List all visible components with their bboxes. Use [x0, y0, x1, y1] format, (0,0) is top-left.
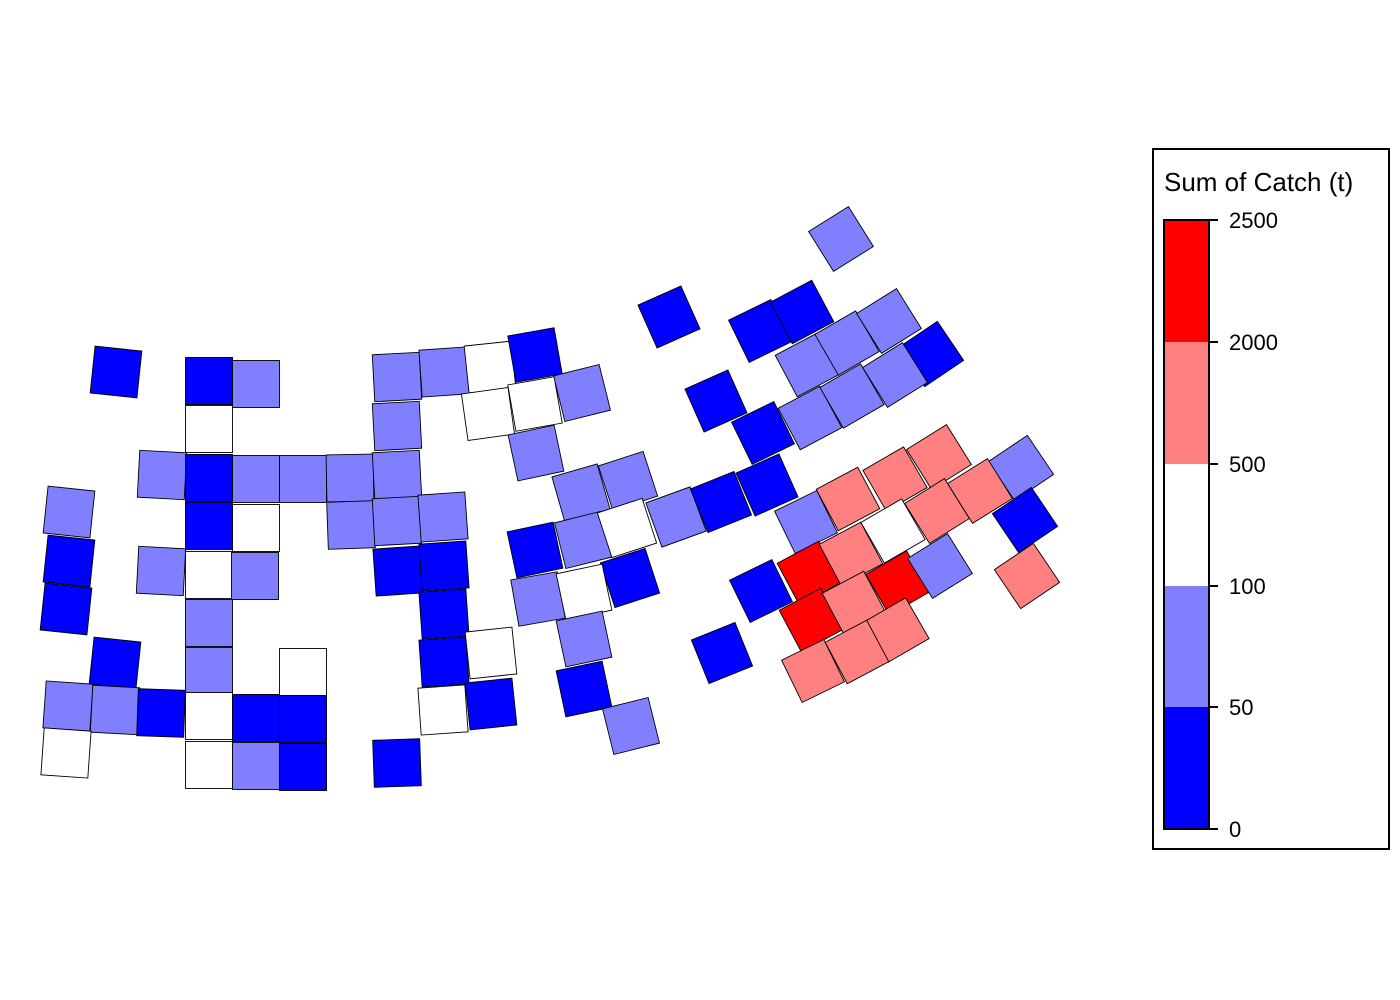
grid-cell-500-2000: [905, 423, 973, 491]
grid-cell-0-50: [185, 502, 233, 550]
grid-cell-0-50: [730, 400, 796, 466]
legend-swatch-2000–2500: [1164, 220, 1209, 342]
grid-cell-50-100: [418, 346, 470, 398]
grid-cell-50-100: [232, 360, 280, 408]
grid-cell-0-50: [418, 588, 470, 640]
legend-swatch-100–500: [1164, 464, 1209, 586]
legend-swatch-500–2000: [1164, 342, 1209, 464]
grid-cell-50-100: [232, 455, 280, 503]
grid-cell-100-500: [460, 386, 516, 442]
grid-cell-0-50: [372, 545, 424, 597]
grid-cell-50-100: [135, 545, 187, 597]
grid-cell-50-100: [325, 453, 375, 503]
grid-cell-0-50: [39, 582, 93, 636]
grid-cell-500-2000: [824, 619, 890, 685]
grid-cell-50-100: [555, 610, 613, 668]
grid-cell-0-50: [637, 285, 701, 349]
grid-cell-100-500: [185, 405, 233, 453]
grid-cell-50-100: [136, 449, 188, 501]
grid-cell-50-100: [326, 500, 376, 550]
grid-cell-50-100: [185, 599, 233, 647]
legend-swatch-0–50: [1164, 707, 1209, 829]
grid-cell-0-50: [418, 540, 470, 592]
grid-cell-50-100: [279, 455, 327, 503]
grid-cell-100-500: [555, 563, 613, 621]
grid-cell-50-100: [371, 495, 423, 547]
grid-cell-0-50: [599, 547, 661, 609]
grid-cell-0-50: [555, 660, 613, 718]
grid-cell-0-50: [735, 453, 799, 517]
grid-cell-100-500: [40, 727, 92, 779]
grid-cell-100-500: [464, 626, 518, 680]
grid-cell-50-100: [42, 680, 94, 732]
grid-cell-500-2000: [993, 542, 1061, 610]
grid-cell-0-50: [185, 357, 233, 405]
grid-cell-0-50: [506, 521, 564, 579]
grid-cell-0-50: [418, 636, 470, 688]
grid-cell-100-500: [232, 504, 280, 552]
grid-cell-500-2000: [780, 638, 846, 704]
grid-cell-50-100: [855, 287, 923, 355]
legend-colorbar-frame: [1163, 219, 1210, 830]
grid-cell-0-50: [88, 636, 142, 690]
grid-cell-50-100: [371, 400, 423, 452]
legend-title: Sum of Catch (t): [1164, 167, 1353, 197]
grid-cell-0-50: [89, 345, 143, 399]
grid-cell-50-100: [232, 742, 280, 790]
grid-cell-50-100: [906, 532, 974, 600]
grid-cell-0-50: [991, 486, 1059, 554]
legend-tick-label: 500: [1229, 452, 1266, 477]
grid-cell-50-100: [601, 696, 661, 756]
legend-colorbar: [1163, 219, 1210, 830]
grid-cell-500-2000: [815, 466, 881, 532]
grid-cell-100-500: [596, 497, 658, 559]
legend-tick-label: 100: [1229, 574, 1266, 599]
legend-tick-label: 2000: [1229, 330, 1278, 355]
legend-tick-label: 50: [1229, 695, 1253, 720]
grid-cell-50-100: [231, 552, 279, 600]
grid-cell-0-50: [689, 470, 753, 534]
legend: Sum of Catch (t) 0 50 100 500 2000 2500: [1152, 148, 1390, 850]
grid-cell-100-500: [279, 648, 327, 696]
grid-cell-50-100: [417, 491, 469, 543]
grid-cell-100-500: [185, 692, 233, 740]
grid-cell-50-100: [861, 341, 929, 409]
grid-cell-100-500: [507, 376, 563, 432]
grid-cell-0-50: [136, 688, 186, 738]
grid-cell-0-50: [728, 558, 794, 624]
grid-cell-0-50: [464, 677, 518, 731]
grid-cell-50-100: [807, 205, 875, 273]
grid-cell-50-100: [552, 363, 612, 423]
grid-cell-0-50: [690, 621, 754, 685]
grid-cell-100-500: [860, 498, 926, 564]
grid-cell-0-50: [684, 369, 748, 433]
grid-cell-50-100: [507, 424, 565, 482]
grid-cell-100-500: [185, 551, 233, 599]
grid-cell-0-50: [232, 694, 280, 742]
grid-cell-0-50: [185, 454, 233, 502]
grid-cell-0-50: [507, 327, 563, 383]
grid-cell-0-50: [279, 695, 327, 743]
grid-cell-50-100: [371, 449, 423, 501]
grid-cell-0-50: [279, 743, 327, 791]
grid-cell-50-100: [89, 684, 141, 736]
legend-ticks: 0 50 100 500 2000 2500: [1209, 208, 1278, 842]
grid-cell-100-500: [417, 684, 469, 736]
grid-cell-0-50: [769, 279, 835, 345]
legend-tick-label: 2500: [1229, 208, 1278, 233]
grid-cell-50-100: [185, 647, 233, 695]
legend-tick-label: 0: [1229, 817, 1241, 842]
grid-cell-50-100: [42, 485, 96, 539]
grid-cell-50-100: [819, 363, 885, 429]
legend-swatch-50–100: [1164, 586, 1209, 707]
grid-cell-500-2000: [862, 446, 928, 512]
grid-cell-0-50: [42, 534, 96, 588]
grid-cell-100-500: [185, 741, 233, 789]
grid-cells: [39, 205, 1061, 791]
grid-cell-0-50: [372, 738, 422, 788]
grid-cell-500-2000: [946, 457, 1014, 525]
grid-cell-50-100: [371, 351, 423, 403]
